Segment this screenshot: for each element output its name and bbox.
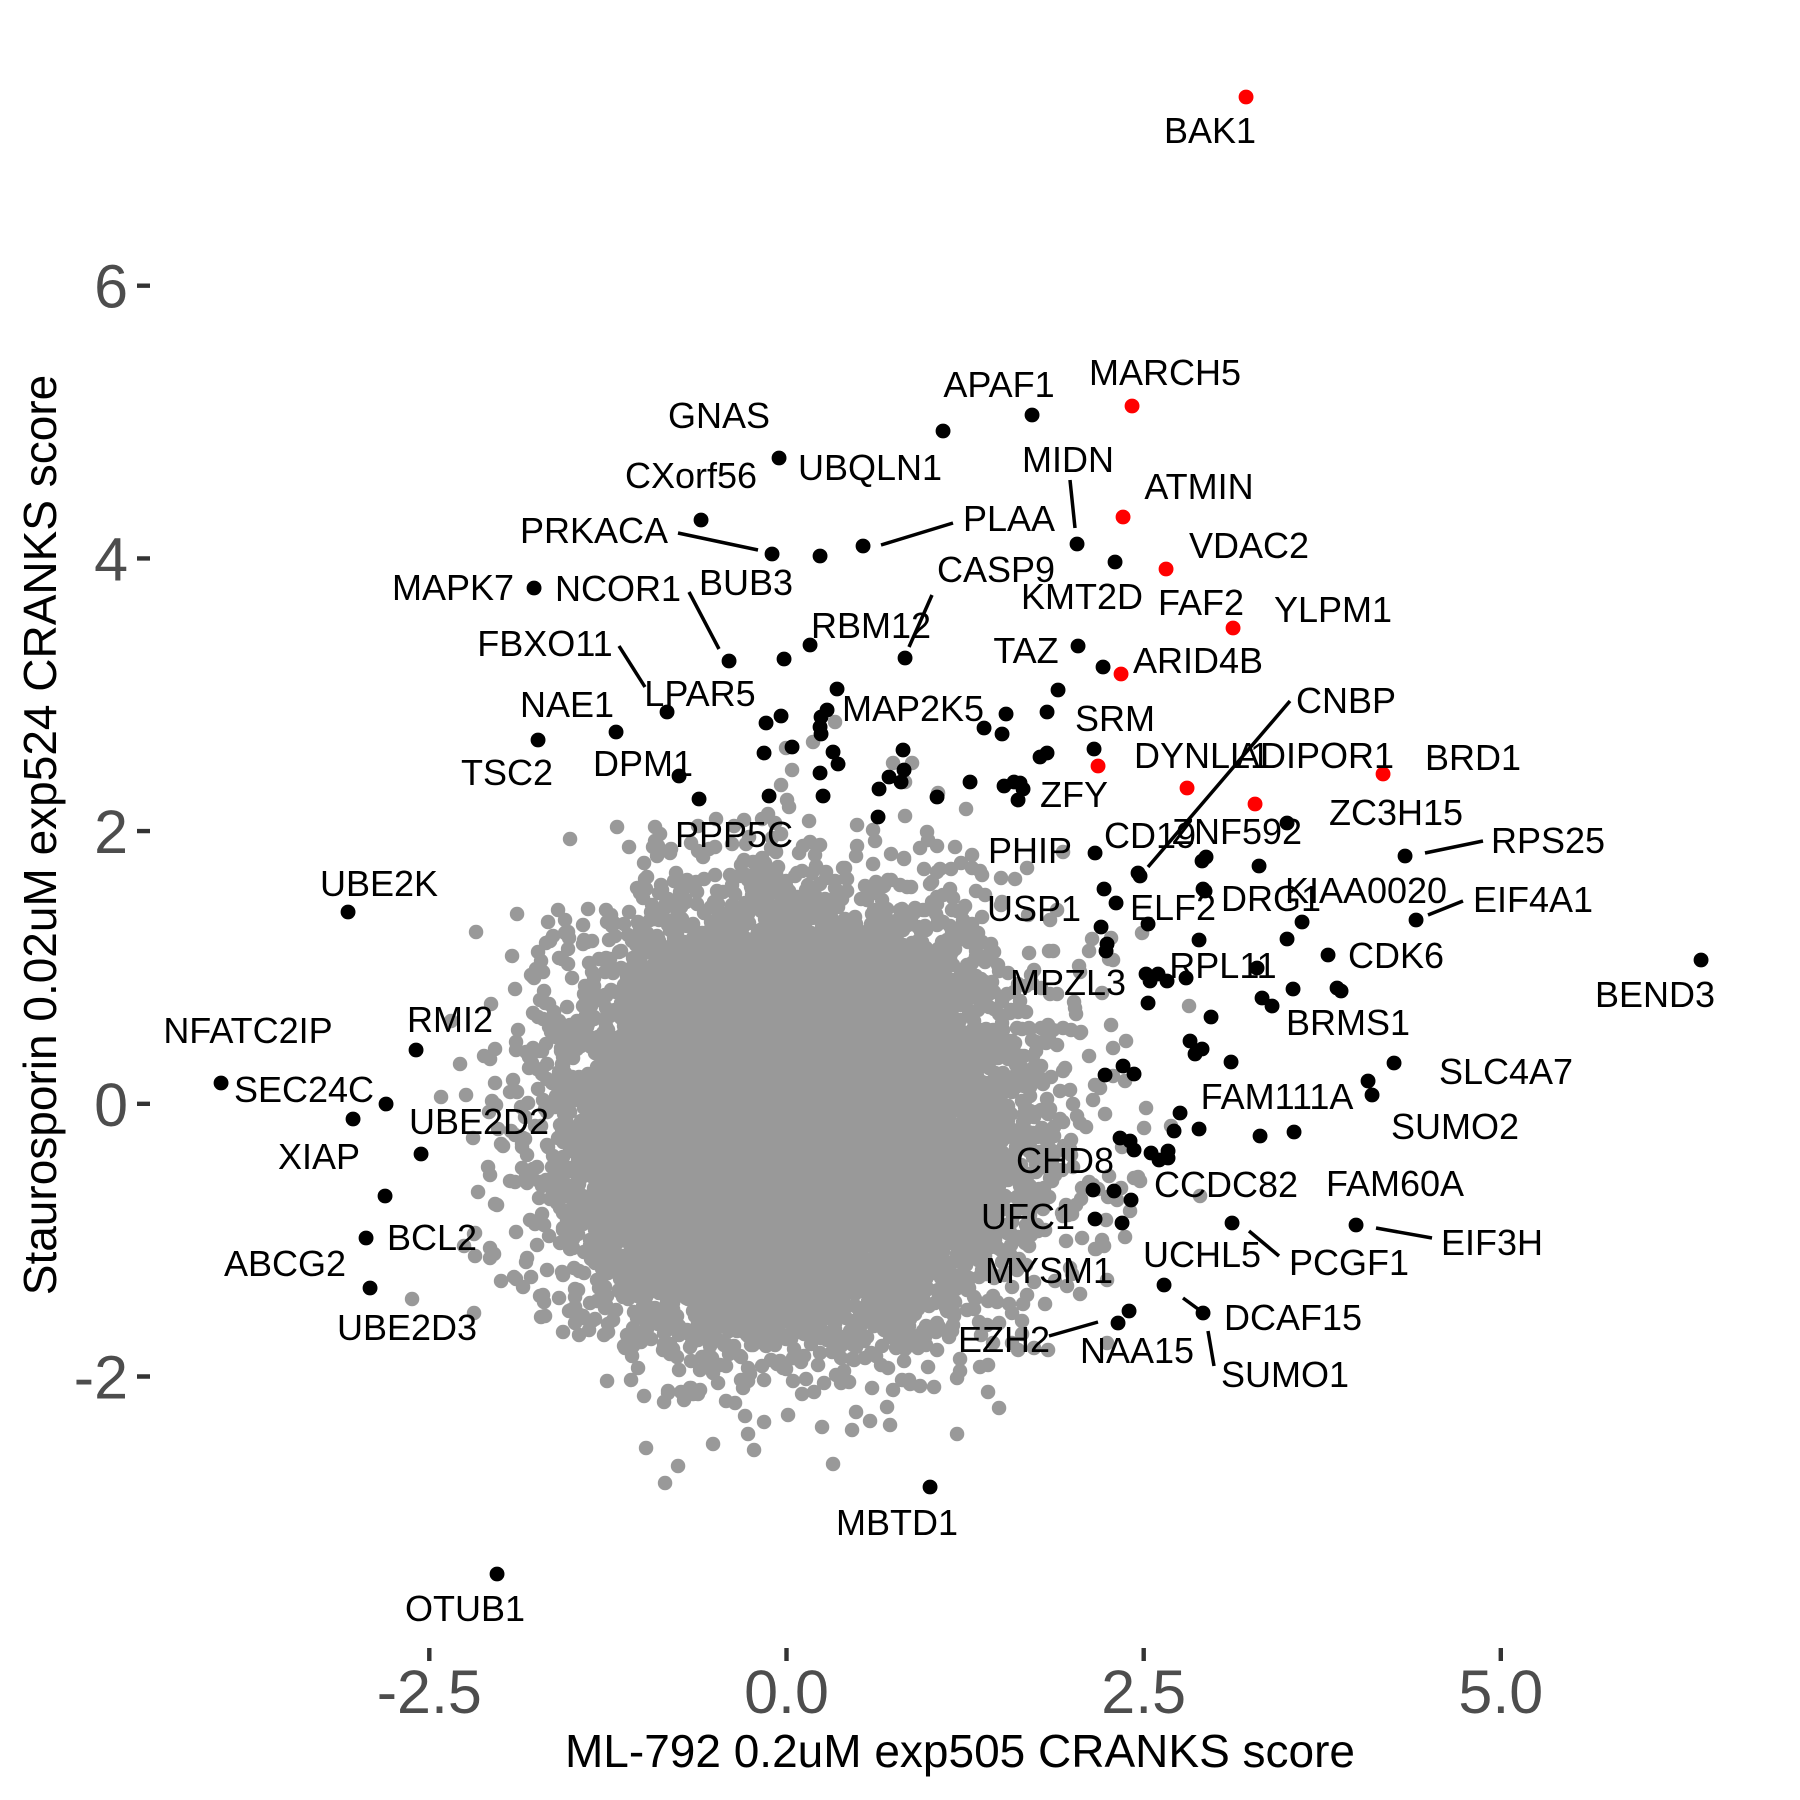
svg-text:2: 2 (94, 798, 128, 866)
svg-text:FAM60A: FAM60A (1326, 1163, 1464, 1204)
svg-text:FAM111A: FAM111A (1201, 1076, 1354, 1117)
svg-text:RMI2: RMI2 (407, 999, 493, 1040)
svg-text:MIDN: MIDN (1022, 439, 1114, 480)
svg-text:GNAS: GNAS (668, 395, 770, 436)
svg-text:SUMO2: SUMO2 (1391, 1106, 1519, 1147)
svg-text:BRMS1: BRMS1 (1286, 1002, 1410, 1043)
svg-text:NFATC2IP: NFATC2IP (163, 1010, 332, 1051)
svg-text:NCOR1: NCOR1 (555, 568, 681, 609)
svg-text:TAZ: TAZ (993, 630, 1058, 671)
svg-text:BUB3: BUB3 (699, 562, 793, 603)
svg-text:USP1: USP1 (987, 888, 1081, 929)
svg-text:DRG1: DRG1 (1221, 878, 1321, 919)
svg-text:MYSM1: MYSM1 (985, 1250, 1113, 1291)
svg-text:MBTD1: MBTD1 (836, 1502, 958, 1543)
svg-text:CNBP: CNBP (1296, 680, 1396, 721)
svg-text:UBE2K: UBE2K (320, 863, 438, 904)
svg-text:SUMO1: SUMO1 (1221, 1354, 1349, 1395)
svg-text:YLPM1: YLPM1 (1274, 589, 1392, 630)
svg-text:CD19: CD19 (1104, 815, 1196, 856)
svg-text:LPAR5: LPAR5 (644, 673, 755, 714)
svg-text:ML-792 0.2uM exp505 CRANKS sco: ML-792 0.2uM exp505 CRANKS score (565, 1725, 1355, 1777)
svg-text:MARCH5: MARCH5 (1089, 352, 1241, 393)
svg-text:KMT2D: KMT2D (1021, 576, 1143, 617)
svg-text:ARID4B: ARID4B (1133, 640, 1263, 681)
svg-text:-2: -2 (74, 1344, 128, 1412)
svg-text:CXorf56: CXorf56 (625, 455, 757, 496)
svg-text:PLAA: PLAA (963, 498, 1055, 539)
svg-text:6: 6 (94, 253, 128, 321)
svg-text:RPS25: RPS25 (1491, 820, 1605, 861)
svg-text:APAF1: APAF1 (943, 364, 1054, 405)
svg-text:2.5: 2.5 (1101, 1658, 1186, 1726)
svg-text:CASP9: CASP9 (937, 549, 1055, 590)
svg-text:5.0: 5.0 (1458, 1658, 1543, 1726)
svg-text:DCAF15: DCAF15 (1224, 1297, 1362, 1338)
svg-text:SLC4A7: SLC4A7 (1439, 1051, 1573, 1092)
svg-text:FAF2: FAF2 (1158, 582, 1244, 623)
svg-text:0: 0 (94, 1071, 128, 1139)
svg-text:DYNLL1: DYNLL1 (1134, 735, 1270, 776)
svg-text:ELF2: ELF2 (1130, 887, 1216, 928)
svg-text:BRD1: BRD1 (1425, 737, 1521, 778)
svg-text:MAPK7: MAPK7 (392, 567, 514, 608)
svg-text:NAE1: NAE1 (520, 684, 614, 725)
svg-text:CDK6: CDK6 (1348, 935, 1444, 976)
svg-text:EIF3H: EIF3H (1441, 1222, 1543, 1263)
svg-text:PRKACA: PRKACA (520, 510, 668, 551)
svg-text:EZH2: EZH2 (958, 1319, 1050, 1360)
svg-text:NAA15: NAA15 (1080, 1330, 1194, 1371)
svg-text:ZNF592: ZNF592 (1172, 811, 1302, 852)
svg-text:BEND3: BEND3 (1595, 974, 1715, 1015)
svg-text:KIAA0020: KIAA0020 (1285, 870, 1447, 911)
svg-text:MAP2K5: MAP2K5 (842, 688, 984, 729)
svg-text:-2.5: -2.5 (377, 1658, 482, 1726)
svg-text:ADIPOR1: ADIPOR1 (1236, 735, 1394, 776)
svg-text:ZC3H15: ZC3H15 (1329, 792, 1463, 833)
svg-text:SEC24C: SEC24C (234, 1069, 374, 1110)
svg-text:ABCG2: ABCG2 (224, 1243, 346, 1284)
svg-text:FBXO11: FBXO11 (477, 623, 612, 664)
svg-text:0.0: 0.0 (744, 1658, 829, 1726)
svg-text:BAK1: BAK1 (1164, 110, 1256, 151)
svg-text:CHD8: CHD8 (1016, 1140, 1114, 1181)
svg-text:RPL11: RPL11 (1169, 945, 1276, 986)
svg-text:XIAP: XIAP (278, 1136, 360, 1177)
svg-text:PPP5C: PPP5C (675, 814, 793, 855)
svg-text:ATMIN: ATMIN (1144, 466, 1253, 507)
svg-text:4: 4 (94, 525, 128, 593)
svg-text:DPM1: DPM1 (593, 743, 693, 784)
svg-text:UBE2D2: UBE2D2 (409, 1101, 549, 1142)
svg-text:UBQLN1: UBQLN1 (798, 447, 942, 488)
svg-text:EIF4A1: EIF4A1 (1473, 879, 1593, 920)
svg-text:OTUB1: OTUB1 (405, 1588, 525, 1629)
svg-text:MPZL3: MPZL3 (1010, 962, 1126, 1003)
svg-text:UBE2D3: UBE2D3 (337, 1307, 477, 1348)
svg-text:BCL2: BCL2 (387, 1217, 477, 1258)
svg-text:SRM: SRM (1075, 698, 1155, 739)
svg-text:ZFY: ZFY (1040, 774, 1108, 815)
svg-text:UFC1: UFC1 (981, 1196, 1075, 1237)
svg-text:PCGF1: PCGF1 (1289, 1242, 1409, 1283)
svg-text:VDAC2: VDAC2 (1189, 525, 1309, 566)
svg-text:RBM12: RBM12 (811, 605, 931, 646)
svg-text:Staurosporin 0.02uM exp524 CRA: Staurosporin 0.02uM exp524 CRANKS score (14, 375, 66, 1295)
svg-text:UCHL5: UCHL5 (1143, 1234, 1261, 1275)
svg-text:PHIP: PHIP (988, 830, 1072, 871)
svg-text:CCDC82: CCDC82 (1154, 1164, 1298, 1205)
svg-text:TSC2: TSC2 (461, 752, 553, 793)
